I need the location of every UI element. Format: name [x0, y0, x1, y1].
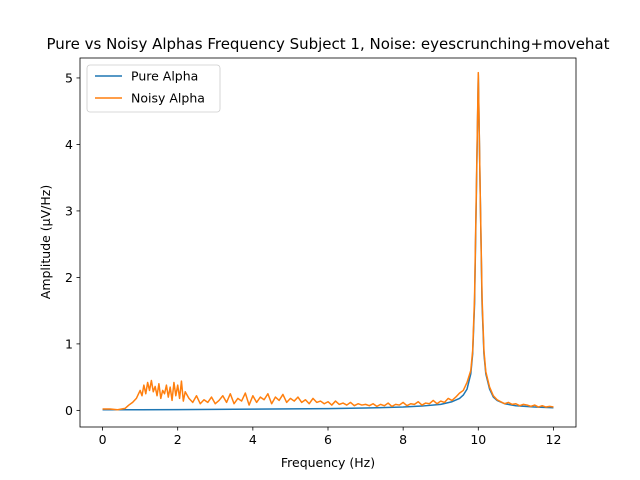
x-tick-label: 2 [174, 432, 182, 447]
y-tick-label: 3 [65, 203, 73, 218]
x-tick-label: 6 [324, 432, 332, 447]
x-axis-label: Frequency (Hz) [281, 455, 375, 470]
y-tick-label: 2 [65, 270, 73, 285]
plot-lines [102, 71, 554, 411]
legend: Pure Alpha Noisy Alpha [86, 64, 221, 113]
y-tick-label: 5 [65, 70, 73, 85]
chart-title: Pure vs Noisy Alphas Frequency Subject 1… [46, 35, 609, 53]
legend-label-pure-alpha: Pure Alpha [131, 69, 198, 84]
y-tick-label: 4 [65, 137, 73, 152]
x-axis: 0 2 4 6 8 10 12 [99, 427, 562, 447]
x-tick-label: 12 [546, 432, 562, 447]
y-tick-label: 1 [65, 336, 73, 351]
y-axis: 0 1 2 3 4 5 [65, 70, 80, 418]
x-tick-label: 4 [249, 432, 257, 447]
legend-label-noisy-alpha: Noisy Alpha [131, 91, 205, 106]
x-tick-label: 8 [399, 432, 407, 447]
series-line-noisy-alpha [102, 71, 554, 411]
y-tick-label: 0 [65, 403, 73, 418]
x-tick-label: 10 [470, 432, 486, 447]
x-tick-label: 0 [99, 432, 107, 447]
y-axis-label: Amplitude (μV/Hz) [38, 185, 53, 299]
